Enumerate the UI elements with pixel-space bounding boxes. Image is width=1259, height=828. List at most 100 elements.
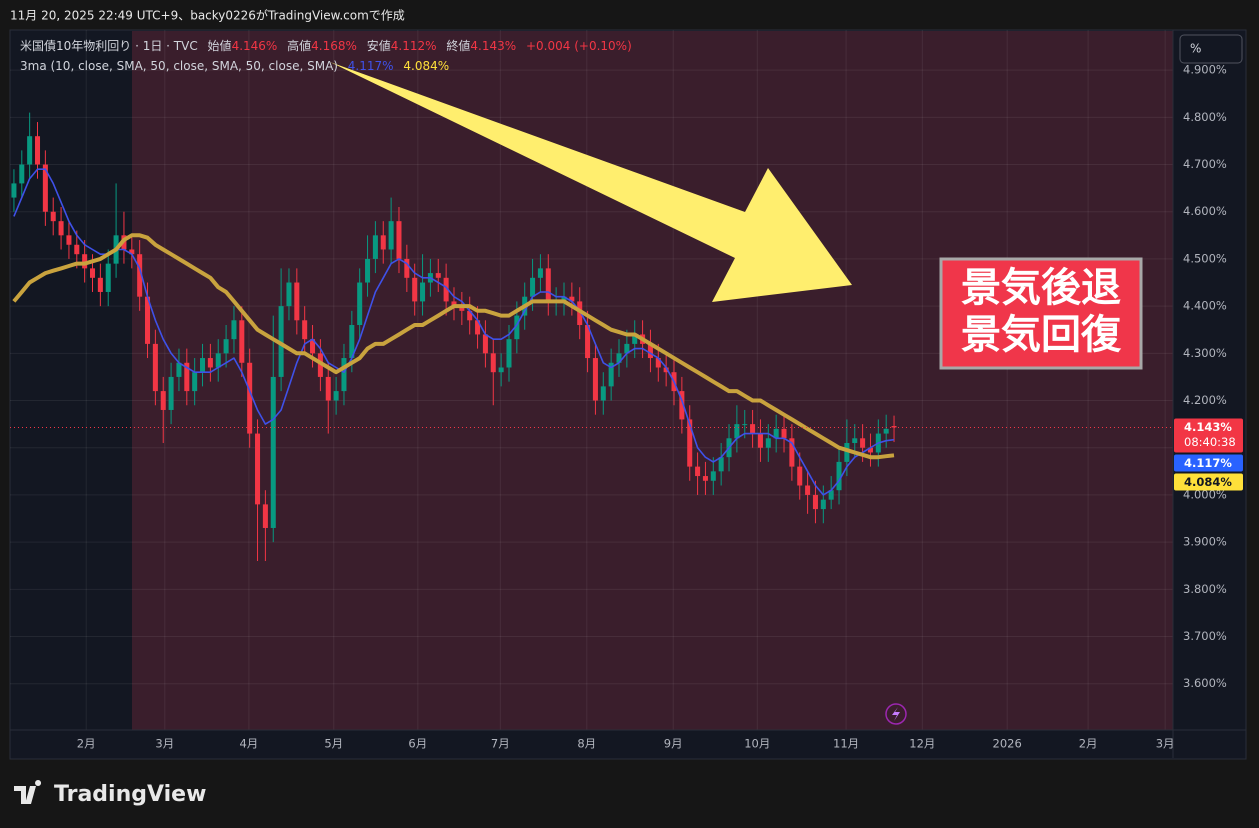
- legend-value: 4.112%: [391, 39, 437, 53]
- ma-badge-label: 4.084%: [1184, 475, 1232, 489]
- candle-body: [74, 244, 80, 255]
- plot: [10, 112, 1173, 562]
- candle-body: [50, 211, 56, 222]
- events-icon[interactable]: [885, 703, 907, 725]
- candle-body: [239, 320, 245, 363]
- y-tick-label: 4.000%: [1183, 487, 1227, 501]
- logo-mark: [14, 780, 42, 804]
- y-tick-label: 4.200%: [1183, 393, 1227, 407]
- candle-body: [270, 376, 276, 528]
- candle-body: [545, 268, 551, 302]
- symbol: 米国債10年物利回り · 1日 · TVC: [20, 38, 198, 53]
- candle-body: [349, 325, 355, 359]
- trend-arrow: [330, 62, 852, 302]
- candle-body: [420, 282, 426, 302]
- candle-body: [797, 466, 803, 486]
- indicator: 3ma (10, close, SMA, 50, close, SMA, 50,…: [20, 59, 338, 73]
- candle-body: [608, 362, 614, 387]
- last-price-label: 4.143%: [1184, 420, 1232, 434]
- candle-body: [820, 499, 826, 510]
- candle-body: [11, 183, 17, 198]
- y-tick-label: 3.700%: [1183, 629, 1227, 643]
- moving-average-line: [13, 168, 895, 496]
- candle-body: [750, 424, 756, 434]
- candle-body: [333, 391, 339, 401]
- x-tick-label: 10月: [744, 737, 770, 751]
- candle-body: [176, 362, 182, 377]
- candle-body: [742, 424, 748, 426]
- candle-body: [89, 268, 96, 278]
- candle-body: [255, 433, 261, 505]
- candle-body: [490, 353, 496, 373]
- legend-label: 高値: [287, 38, 311, 53]
- candle-body: [294, 282, 300, 321]
- unit-button-label[interactable]: %: [1190, 42, 1201, 56]
- x-tick-label: 12月: [909, 737, 935, 751]
- candle-body: [679, 391, 685, 420]
- candle-body: [137, 254, 143, 297]
- y-tick-label: 3.900%: [1183, 535, 1227, 549]
- candle-body: [200, 358, 206, 373]
- candle-body: [404, 258, 410, 278]
- legend-value: 4.168%: [311, 39, 357, 53]
- symbol-legend: 米国債10年物利回り · 1日 · TVC 始値4.146% 高値4.168% …: [20, 38, 632, 53]
- candle-body: [310, 339, 316, 354]
- countdown: 08:40:38: [1184, 435, 1236, 449]
- candle-body: [129, 249, 135, 255]
- candle-body: [844, 443, 850, 462]
- x-tick-label: 8月: [577, 737, 596, 751]
- candle-body: [223, 339, 229, 354]
- candle-body: [192, 372, 198, 392]
- x-tick-label: 5月: [324, 737, 343, 751]
- candle-body: [765, 438, 771, 448]
- x-tick-label: 6月: [408, 737, 427, 751]
- x-tick-label: 2026: [993, 737, 1022, 751]
- y-tick-label: 4.700%: [1183, 157, 1227, 171]
- unit-button[interactable]: [1179, 34, 1243, 64]
- candle-body: [184, 362, 190, 392]
- candle-body: [443, 277, 449, 302]
- candle-body: [592, 358, 598, 401]
- candle-body: [97, 277, 103, 292]
- y-tick-label: 3.800%: [1183, 582, 1227, 596]
- candle-body: [325, 376, 331, 401]
- shaded-zone: [132, 31, 1173, 730]
- logo-text: TradingView: [54, 782, 206, 807]
- x-tick-label: 9月: [664, 737, 683, 751]
- candle-body: [577, 301, 583, 326]
- candle-body: [561, 296, 567, 302]
- candle-body: [34, 136, 41, 165]
- x-tick-label: 2月: [77, 737, 96, 751]
- y-tick-label: 4.300%: [1183, 346, 1227, 360]
- candle-body: [168, 376, 174, 410]
- candle-body: [632, 334, 638, 344]
- candle-body: [58, 221, 64, 236]
- candle-body: [302, 320, 308, 340]
- candle-body: [812, 494, 818, 510]
- annotation-box: [939, 257, 1143, 370]
- candle-body: [624, 343, 630, 354]
- last-price-badge: [1174, 418, 1243, 453]
- candle-body: [145, 296, 151, 344]
- legend-value: 4.143%: [470, 39, 516, 53]
- candle-body: [372, 235, 378, 259]
- candle-body: [718, 457, 724, 472]
- candle-body: [828, 490, 834, 500]
- legend-label: 安値: [367, 38, 391, 53]
- candle-body: [451, 301, 457, 307]
- candle-body: [514, 315, 520, 340]
- y-tick-label: 4.600%: [1183, 204, 1227, 218]
- candle-body: [702, 476, 708, 481]
- candle-body: [789, 438, 795, 467]
- candle-body: [42, 164, 48, 212]
- candle-body: [773, 428, 779, 439]
- candle-body: [663, 367, 669, 373]
- indicator-value: 4.117%: [348, 59, 394, 73]
- legend-value: 4.146%: [232, 39, 278, 53]
- candle-body: [687, 419, 693, 467]
- candle-body: [734, 424, 740, 439]
- candle-body: [207, 358, 213, 368]
- candle-body: [647, 343, 653, 359]
- events-icon-bolt: [892, 707, 900, 721]
